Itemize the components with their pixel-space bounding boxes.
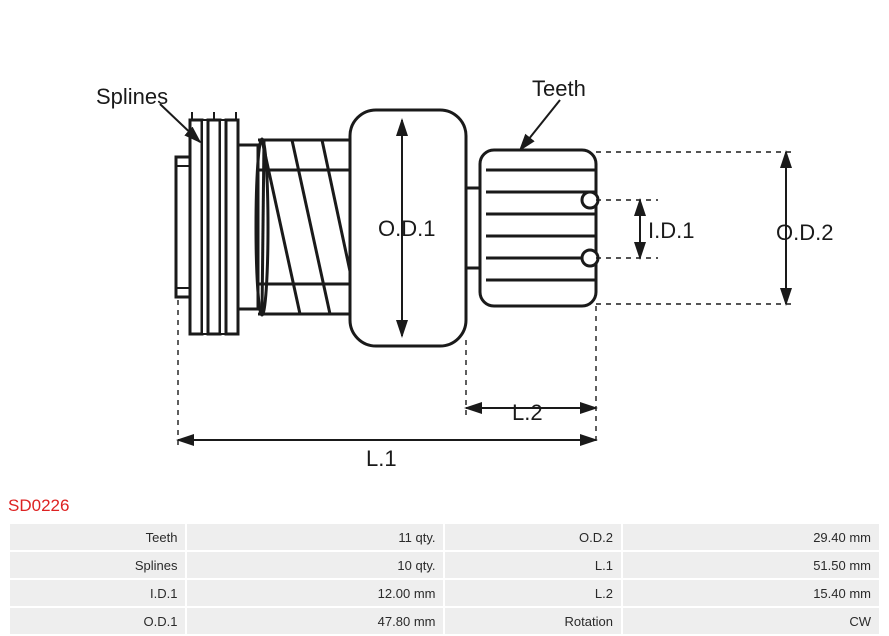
spec-value: 12.00 mm: [187, 580, 443, 606]
spec-value: CW: [623, 608, 879, 634]
label-splines: Splines: [96, 84, 168, 110]
spec-value: 51.50 mm: [623, 552, 879, 578]
spec-label: Teeth: [10, 524, 185, 550]
table-row: I.D.1 12.00 mm L.2 15.40 mm: [10, 580, 879, 606]
label-id1: I.D.1: [648, 218, 694, 244]
drive-gear-drawing: [0, 0, 889, 490]
label-od2: O.D.2: [776, 220, 833, 246]
spec-value: 15.40 mm: [623, 580, 879, 606]
spec-label: O.D.1: [10, 608, 185, 634]
label-l2: L.2: [512, 400, 543, 426]
spec-label: L.2: [445, 580, 620, 606]
spec-value: 47.80 mm: [187, 608, 443, 634]
spec-label: Splines: [10, 552, 185, 578]
spec-value: 10 qty.: [187, 552, 443, 578]
table-row: Splines 10 qty. L.1 51.50 mm: [10, 552, 879, 578]
spec-value: 11 qty.: [187, 524, 443, 550]
spec-label: I.D.1: [10, 580, 185, 606]
label-teeth: Teeth: [532, 76, 586, 102]
table-row: O.D.1 47.80 mm Rotation CW: [10, 608, 879, 634]
spec-table: Teeth 11 qty. O.D.2 29.40 mm Splines 10 …: [8, 522, 881, 636]
part-code: SD0226: [0, 490, 889, 522]
label-l1: L.1: [366, 446, 397, 472]
spec-label: L.1: [445, 552, 620, 578]
table-row: Teeth 11 qty. O.D.2 29.40 mm: [10, 524, 879, 550]
spec-label: Rotation: [445, 608, 620, 634]
spec-value: 29.40 mm: [623, 524, 879, 550]
spec-label: O.D.2: [445, 524, 620, 550]
label-od1: O.D.1: [378, 216, 435, 242]
technical-diagram: Splines Teeth O.D.1 I.D.1 O.D.2 L.2 L.1: [0, 0, 889, 490]
